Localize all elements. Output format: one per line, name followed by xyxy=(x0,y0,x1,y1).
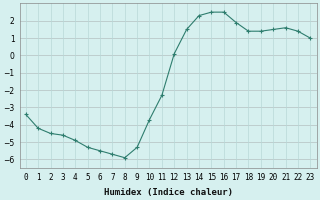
X-axis label: Humidex (Indice chaleur): Humidex (Indice chaleur) xyxy=(104,188,233,197)
